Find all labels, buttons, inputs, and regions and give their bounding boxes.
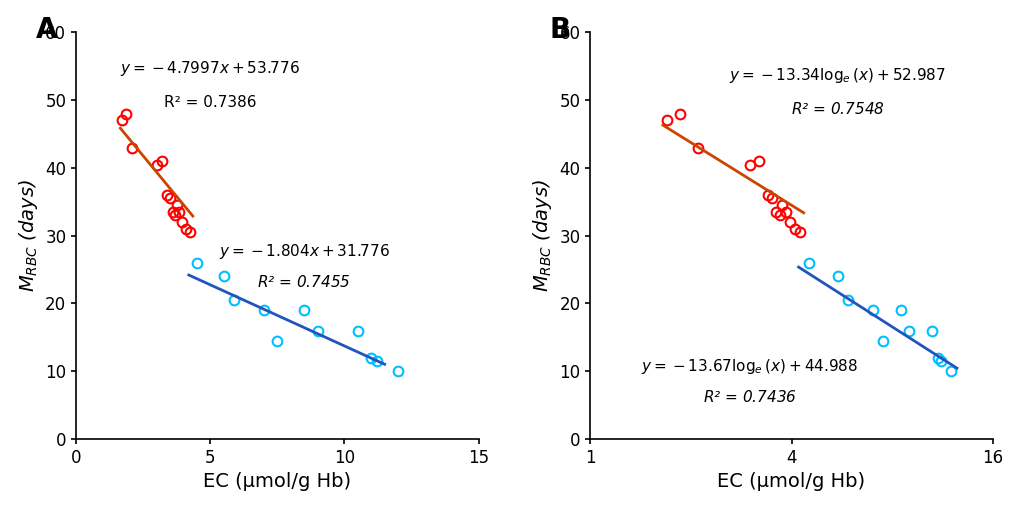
X-axis label: EC (μmol/g Hb): EC (μmol/g Hb): [203, 472, 352, 491]
Y-axis label: $M_{RBC}$ (days): $M_{RBC}$ (days): [16, 179, 40, 292]
Text: $R$² = 0.7436: $R$² = 0.7436: [702, 389, 796, 405]
Text: R² = 0.7386: R² = 0.7386: [164, 95, 256, 110]
X-axis label: EC (μmol/g Hb): EC (μmol/g Hb): [716, 472, 865, 491]
Text: $y = -4.7997x + 53.776$: $y = -4.7997x + 53.776$: [120, 59, 300, 78]
Text: $R$² = 0.7548: $R$² = 0.7548: [790, 101, 883, 117]
Text: A: A: [36, 16, 57, 44]
Text: B: B: [549, 16, 571, 44]
Text: $y = -13.67\log_e(x) + 44.988$: $y = -13.67\log_e(x) + 44.988$: [641, 357, 858, 376]
Y-axis label: $M_{RBC}$ (days): $M_{RBC}$ (days): [530, 179, 553, 292]
Text: $y = -1.804x + 31.776$: $y = -1.804x + 31.776$: [218, 242, 389, 261]
Text: $R$² = 0.7455: $R$² = 0.7455: [257, 273, 351, 290]
Text: $y = -13.34\log_e(x) + 52.987$: $y = -13.34\log_e(x) + 52.987$: [729, 66, 946, 85]
